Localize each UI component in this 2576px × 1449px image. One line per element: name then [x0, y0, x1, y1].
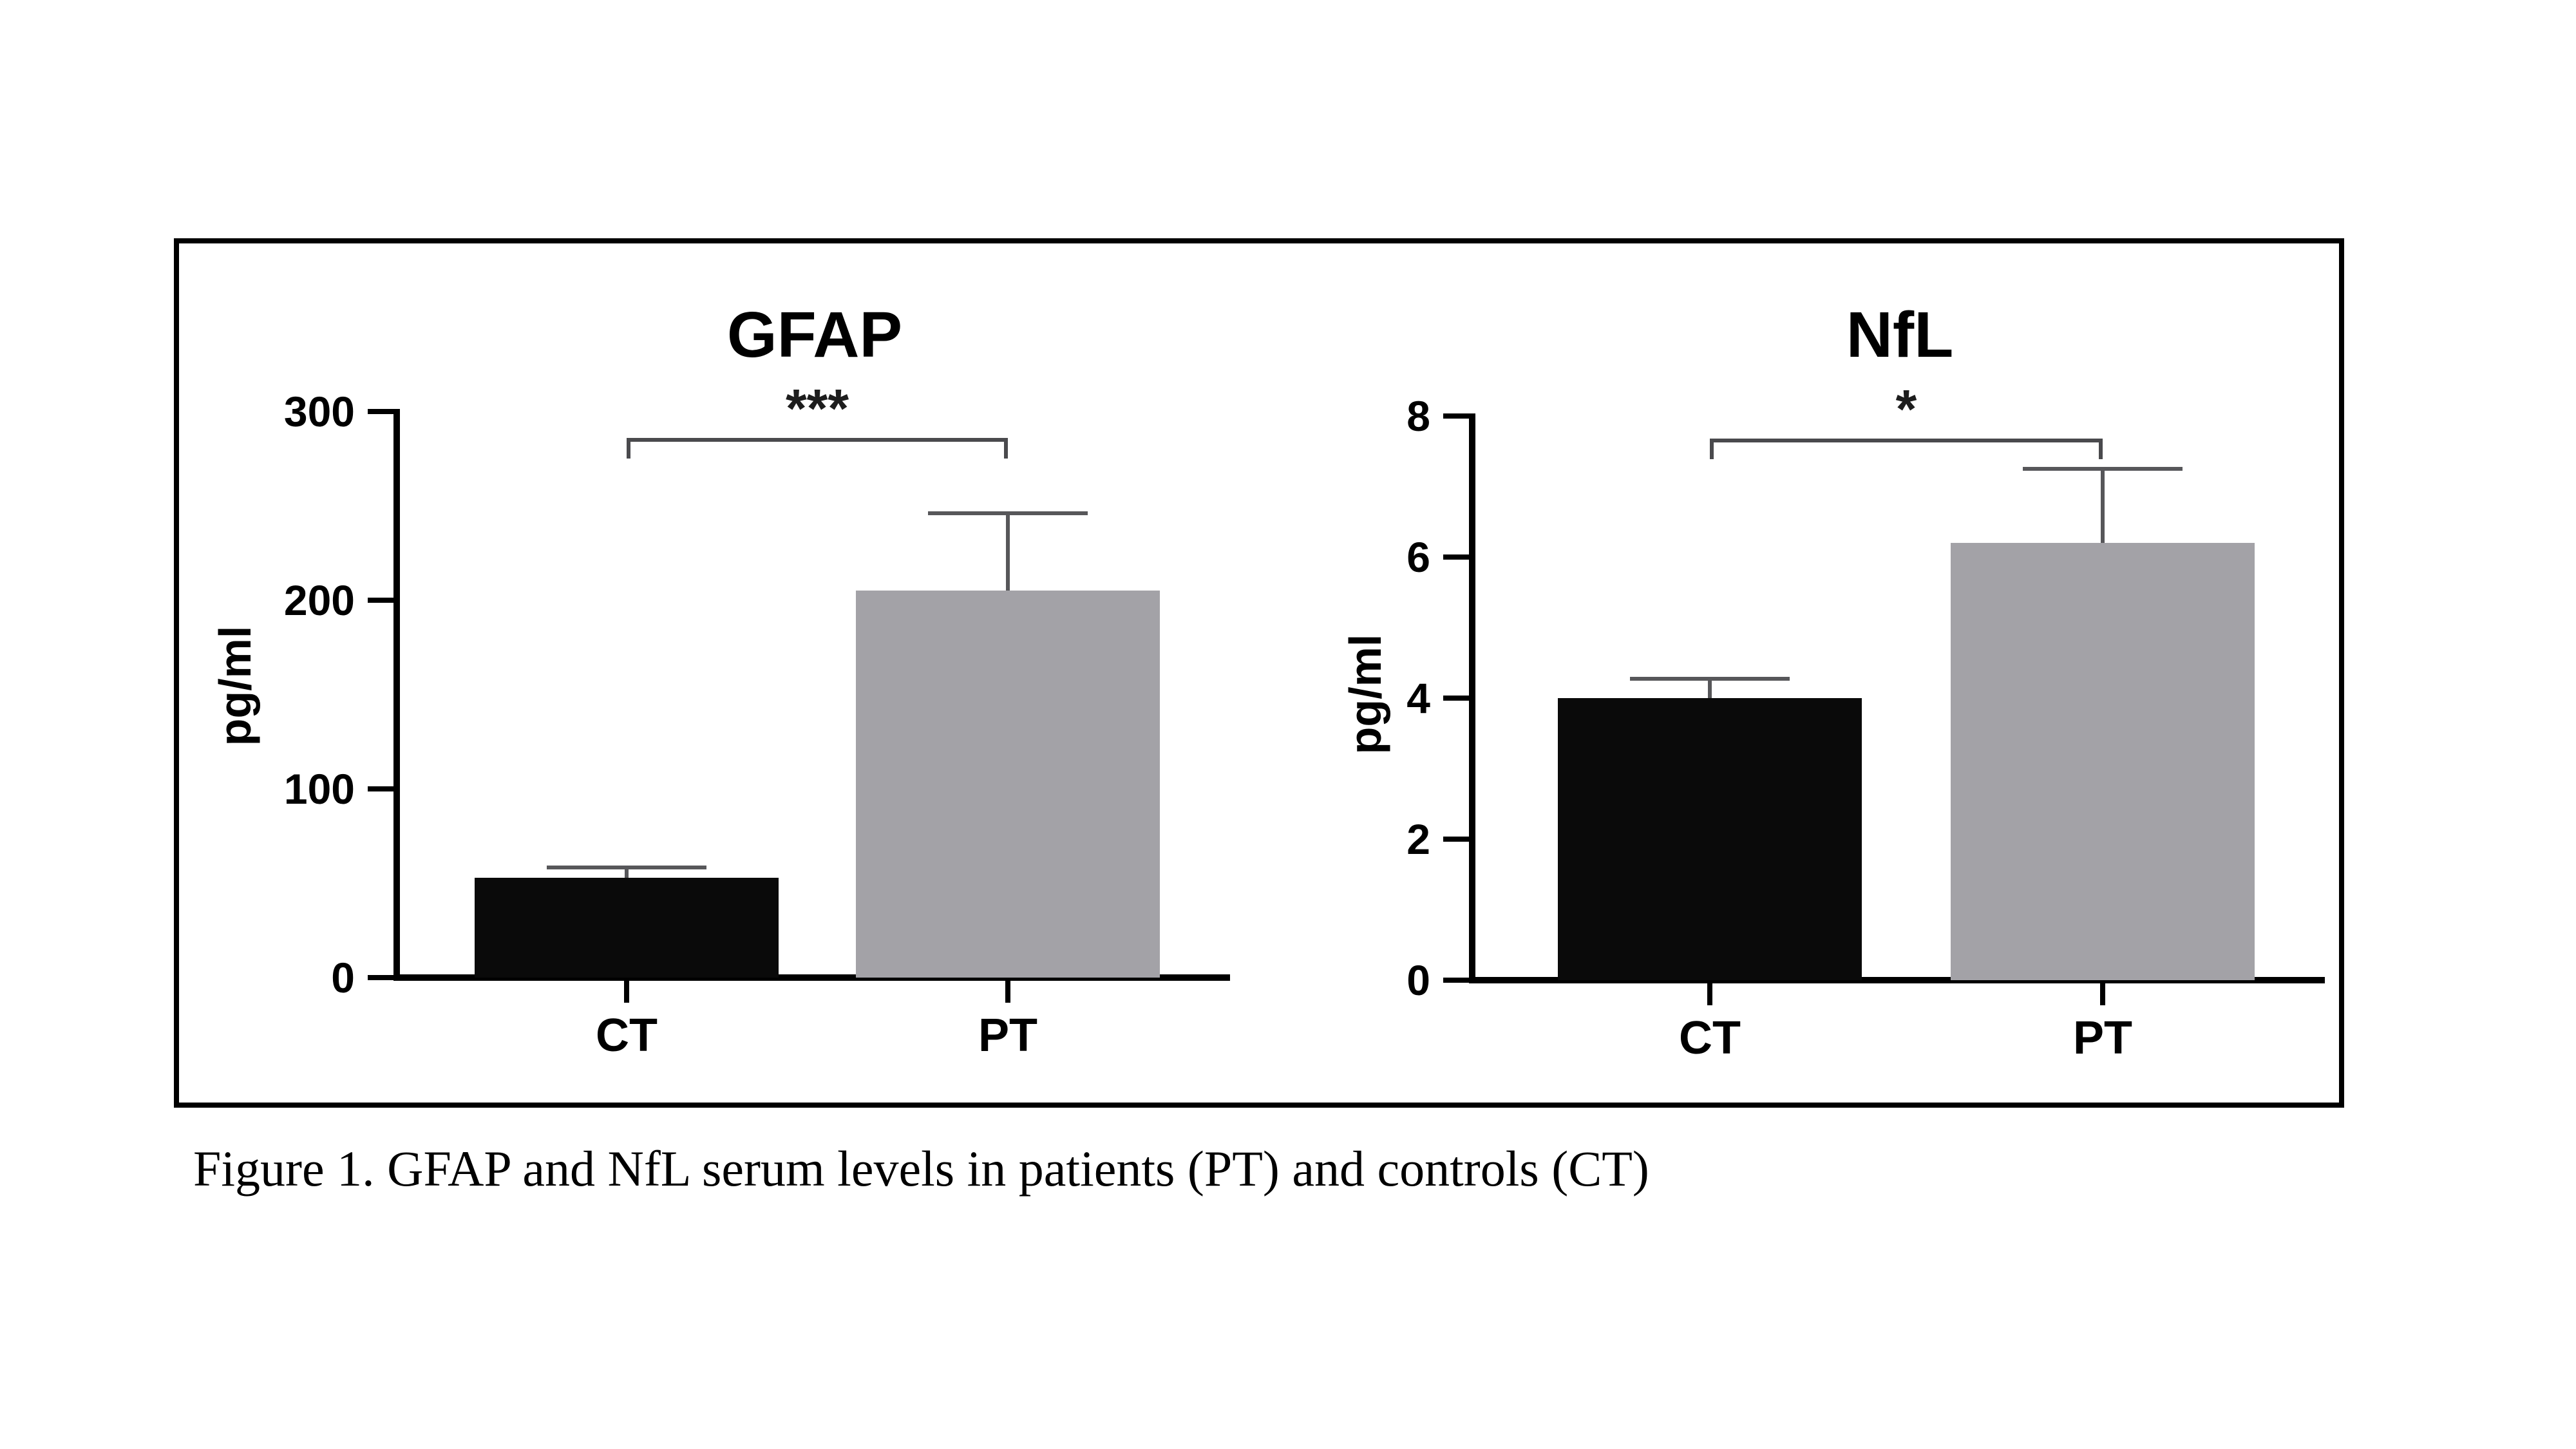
- y-tick-mark: [368, 598, 393, 603]
- error-bar-cap: [928, 511, 1088, 516]
- y-tick-label: 8: [1406, 392, 1430, 440]
- error-bar-cap: [547, 865, 706, 869]
- y-axis-line: [1469, 413, 1475, 983]
- y-tick-mark: [1443, 413, 1469, 419]
- y-tick-label: 4: [1406, 674, 1430, 722]
- x-category-label-pt: PT: [2072, 1012, 2132, 1064]
- significance-bracket: [627, 438, 1008, 459]
- error-bar-cap: [2023, 467, 2183, 471]
- y-tick-mark: [368, 975, 393, 980]
- x-tick-mark: [1707, 983, 1712, 1005]
- y-tick-mark: [1443, 696, 1469, 701]
- y-tick-mark: [368, 409, 393, 414]
- y-tick-label: 0: [1406, 956, 1430, 1004]
- x-category-label-pt: PT: [978, 1010, 1037, 1061]
- y-tick-label: 200: [283, 576, 355, 624]
- error-bar-cap: [1630, 677, 1790, 681]
- y-tick-mark: [1443, 978, 1469, 983]
- significance-bracket: [1710, 439, 2103, 460]
- x-axis-line: [393, 974, 1230, 981]
- y-tick-label: 2: [1406, 815, 1430, 863]
- error-bar-line: [2101, 469, 2105, 544]
- bar-ct-nfl: [1558, 698, 1862, 980]
- y-axis-line: [393, 409, 400, 980]
- y-tick-label: 6: [1406, 533, 1430, 581]
- bar-pt-gfap: [856, 591, 1160, 978]
- y-tick-label: 100: [283, 765, 355, 813]
- figure-panel-border: [174, 238, 2344, 1108]
- x-tick-mark: [624, 981, 629, 1003]
- bar-ct-gfap: [475, 877, 779, 978]
- y-tick-mark: [1443, 554, 1469, 560]
- x-category-label-ct: CT: [596, 1010, 658, 1061]
- chart-title-nfl: NfL: [1846, 299, 1954, 371]
- x-tick-mark: [2100, 983, 2105, 1005]
- error-bar-line: [625, 867, 629, 878]
- bar-pt-nfl: [1951, 543, 2255, 980]
- y-tick-label: 300: [283, 388, 355, 435]
- y-tick-mark: [1443, 837, 1469, 842]
- error-bar-line: [1708, 679, 1712, 698]
- y-tick-mark: [368, 786, 393, 791]
- significance-label: ***: [785, 378, 849, 439]
- error-bar-line: [1006, 513, 1010, 591]
- significance-label: *: [1895, 379, 1917, 440]
- x-tick-mark: [1005, 981, 1010, 1003]
- x-axis-line: [1469, 977, 2325, 983]
- figure-caption: Figure 1. GFAP and NfL serum levels in p…: [193, 1141, 1649, 1197]
- x-category-label-ct: CT: [1679, 1012, 1741, 1064]
- y-tick-label: 0: [331, 954, 355, 1001]
- chart-title-gfap: GFAP: [726, 299, 903, 371]
